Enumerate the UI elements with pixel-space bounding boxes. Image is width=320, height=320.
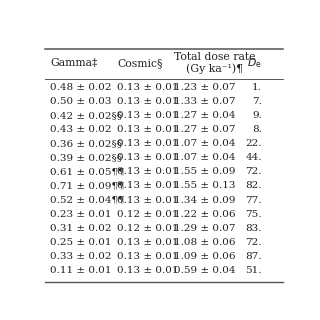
Text: 0.13 ± 0.01: 0.13 ± 0.01 [117,266,178,275]
Text: 0.13 ± 0.01: 0.13 ± 0.01 [117,97,178,106]
Text: 72.: 72. [245,238,262,247]
Text: 0.39 ± 0.02§§: 0.39 ± 0.02§§ [50,153,122,163]
Text: 1.29 ± 0.07: 1.29 ± 0.07 [174,224,236,233]
Text: 0.23 ± 0.01: 0.23 ± 0.01 [50,210,111,219]
Text: 1.: 1. [252,83,262,92]
Text: 0.36 ± 0.02§§: 0.36 ± 0.02§§ [50,139,122,148]
Text: 1.22 ± 0.06: 1.22 ± 0.06 [174,210,236,219]
Text: 1.33 ± 0.07: 1.33 ± 0.07 [174,97,236,106]
Text: 9.: 9. [252,111,262,120]
Text: 0.13 ± 0.01: 0.13 ± 0.01 [117,196,178,204]
Text: 1.55 ± 0.13: 1.55 ± 0.13 [174,181,236,190]
Text: 1.55 ± 0.09: 1.55 ± 0.09 [174,167,236,176]
Text: $D_{\rm e}$: $D_{\rm e}$ [247,56,262,70]
Text: 0.11 ± 0.01: 0.11 ± 0.01 [50,266,111,275]
Text: 72.: 72. [245,167,262,176]
Text: 0.25 ± 0.01: 0.25 ± 0.01 [50,238,111,247]
Text: 22.: 22. [245,139,262,148]
Text: 0.13 ± 0.01: 0.13 ± 0.01 [117,238,178,247]
Text: 77.: 77. [245,196,262,204]
Text: 0.42 ± 0.02§§: 0.42 ± 0.02§§ [50,111,122,120]
Text: 7.: 7. [252,97,262,106]
Text: 1.08 ± 0.06: 1.08 ± 0.06 [174,238,236,247]
Text: 0.33 ± 0.02: 0.33 ± 0.02 [50,252,111,261]
Text: 0.12 ± 0.01: 0.12 ± 0.01 [117,224,178,233]
Text: 0.13 ± 0.01: 0.13 ± 0.01 [117,181,178,190]
Text: 1.27 ± 0.07: 1.27 ± 0.07 [174,125,236,134]
Text: 87.: 87. [245,252,262,261]
Text: 51.: 51. [245,266,262,275]
Text: 0.13 ± 0.01: 0.13 ± 0.01 [117,252,178,261]
Text: 0.59 ± 0.04: 0.59 ± 0.04 [174,266,236,275]
Text: 0.71 ± 0.09¶¶: 0.71 ± 0.09¶¶ [50,181,124,190]
Text: 0.43 ± 0.02: 0.43 ± 0.02 [50,125,111,134]
Text: 1.07 ± 0.04: 1.07 ± 0.04 [174,153,236,163]
Text: 1.07 ± 0.04: 1.07 ± 0.04 [174,139,236,148]
Text: 1.34 ± 0.09: 1.34 ± 0.09 [174,196,236,204]
Text: 0.13 ± 0.01: 0.13 ± 0.01 [117,167,178,176]
Text: 44.: 44. [245,153,262,163]
Text: 0.13 ± 0.01: 0.13 ± 0.01 [117,125,178,134]
Text: 0.48 ± 0.02: 0.48 ± 0.02 [50,83,111,92]
Text: 75.: 75. [245,210,262,219]
Text: 83.: 83. [245,224,262,233]
Text: 0.13 ± 0.01: 0.13 ± 0.01 [117,139,178,148]
Text: 82.: 82. [245,181,262,190]
Text: 0.13 ± 0.01: 0.13 ± 0.01 [117,111,178,120]
Text: 0.13 ± 0.01: 0.13 ± 0.01 [117,83,178,92]
Text: 8.: 8. [252,125,262,134]
Text: Total dose rate
(Gy ka⁻¹)¶: Total dose rate (Gy ka⁻¹)¶ [174,52,255,74]
Text: 1.23 ± 0.07: 1.23 ± 0.07 [174,83,236,92]
Text: 0.13 ± 0.01: 0.13 ± 0.01 [117,153,178,163]
Text: Gamma‡: Gamma‡ [50,58,97,68]
Text: 1.09 ± 0.06: 1.09 ± 0.06 [174,252,236,261]
Text: 0.52 ± 0.04¶¶: 0.52 ± 0.04¶¶ [50,196,124,204]
Text: 1.27 ± 0.04: 1.27 ± 0.04 [174,111,236,120]
Text: 0.50 ± 0.03: 0.50 ± 0.03 [50,97,111,106]
Text: Cosmic§: Cosmic§ [117,58,162,68]
Text: 0.31 ± 0.02: 0.31 ± 0.02 [50,224,111,233]
Text: 0.61 ± 0.05¶¶: 0.61 ± 0.05¶¶ [50,167,124,176]
Text: 0.12 ± 0.01: 0.12 ± 0.01 [117,210,178,219]
